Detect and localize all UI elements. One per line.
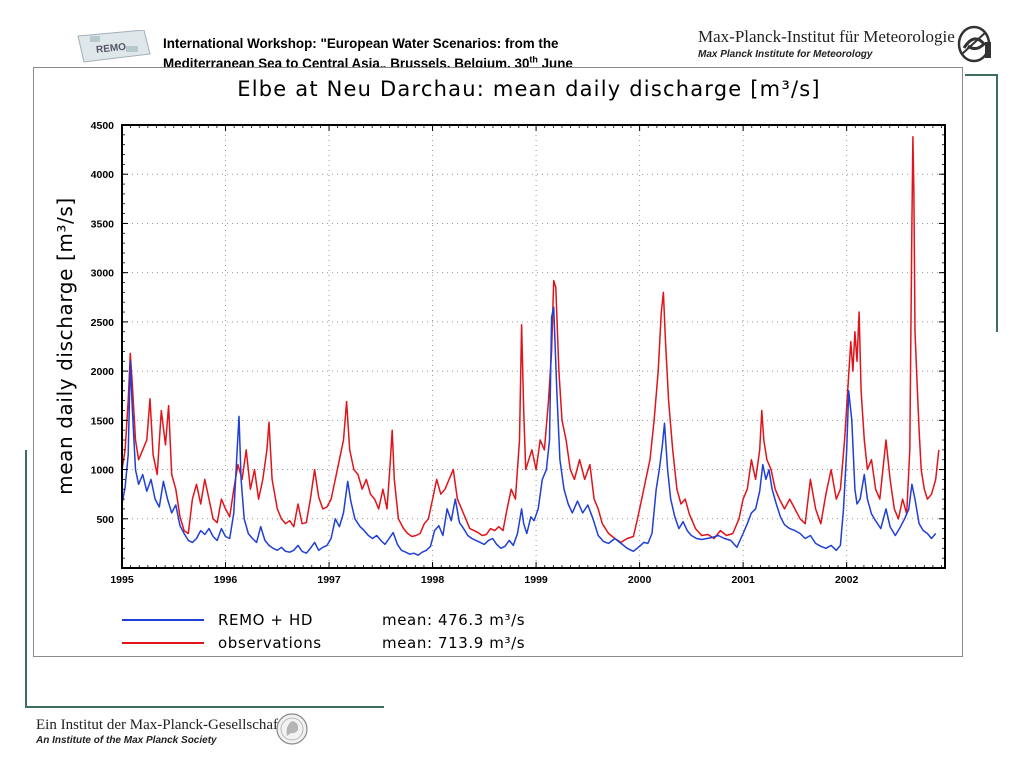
axis-ticks: 1995 1996 1997 1998 1999 2000 2001 2002 500 1000 1… (91, 120, 945, 586)
institute-name: Max-Planck-Institut für Meteorologie (698, 27, 955, 46)
y-tick-label: 3500 (91, 218, 115, 230)
x-tick-label: 1997 (317, 574, 341, 586)
x-tick-label: 1999 (524, 574, 548, 586)
y-tick-label: 1500 (91, 415, 115, 427)
y-tick-label: 500 (96, 514, 114, 526)
remo-logo-text: REMO (96, 42, 127, 56)
y-axis-label: mean daily discharge [m³/s] (53, 197, 77, 495)
legend-mean-observations: mean: 713.9 m³/s (382, 634, 525, 652)
remo-logo: REMO (77, 30, 151, 63)
chart-panel: Elbe at Neu Darchau: mean daily discharg… (33, 67, 963, 657)
y-tick-label: 1000 (91, 465, 115, 477)
x-tick-label: 1996 (214, 574, 238, 586)
x-tick-label: 2001 (731, 574, 755, 586)
workshop-title-line2-sup: th (529, 54, 538, 65)
series-lines (121, 136, 940, 556)
society-name-english: An Institute of the Max Planck Society (36, 735, 217, 746)
x-tick-label: 2002 (835, 574, 859, 586)
legend-mean-remo: mean: 476.3 m³/s (382, 611, 525, 629)
grid-lines (122, 125, 945, 568)
y-tick-label: 2000 (91, 366, 115, 378)
discharge-chart: Elbe at Neu Darchau: mean daily discharg… (53, 77, 946, 652)
legend-label-remo: REMO + HD (218, 611, 313, 629)
chart-title: Elbe at Neu Darchau: mean daily discharg… (237, 77, 821, 101)
workshop-title-line1: International Workshop: "European Water … (163, 36, 559, 51)
y-tick-label: 4000 (91, 169, 115, 181)
y-tick-label: 2500 (91, 317, 115, 329)
x-tick-label: 2000 (628, 574, 652, 586)
mpi-emblem-icon (957, 25, 991, 63)
legend-label-observations: observations (218, 634, 322, 652)
society-name: Ein Institut der Max-Planck-Gesellschaft (36, 717, 283, 733)
institute-name-english: Max Planck Institute for Meteorology (698, 49, 873, 60)
plot-area-border (121, 124, 946, 569)
x-tick-label: 1998 (421, 574, 445, 586)
minerva-logo-icon (276, 713, 308, 745)
series-line-observations (121, 136, 940, 544)
series-line-remo-hd (121, 306, 937, 556)
y-tick-label: 4500 (91, 120, 115, 132)
y-tick-label: 3000 (91, 268, 115, 280)
x-tick-label: 1995 (110, 574, 134, 586)
legend: REMO + HD mean: 476.3 m³/s observations … (122, 611, 525, 652)
